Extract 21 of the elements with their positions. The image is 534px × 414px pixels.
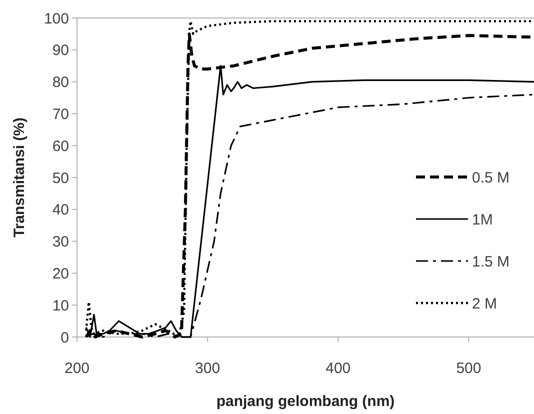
y-tick-label: 70: [52, 106, 69, 123]
x-tick-label: 500: [456, 360, 482, 377]
legend-label: 0.5 M: [472, 169, 510, 186]
x-tick-label: 400: [326, 360, 351, 377]
legend-label: 1M: [472, 211, 493, 228]
x-axis-title: panjang gelombang (nm): [216, 393, 395, 410]
y-tick-label: 100: [44, 10, 69, 28]
x-tick-label: 200: [64, 360, 90, 377]
y-tick-label: 40: [52, 202, 69, 219]
y-tick-label: 80: [52, 74, 69, 92]
y-tick-label: 0: [60, 329, 69, 346]
y-axis-title: Transmitansi (%): [11, 117, 28, 238]
y-tick-label: 90: [52, 42, 69, 60]
legend-label: 1.5 M: [472, 253, 510, 270]
y-tick-label: 10: [52, 297, 69, 314]
y-tick-label: 50: [52, 170, 69, 187]
y-tick-label: 30: [52, 234, 69, 251]
y-tick-label: 60: [52, 138, 69, 155]
legend-label: 2 M: [472, 295, 498, 312]
x-tick-label: 300: [195, 360, 220, 377]
y-tick-label: 20: [52, 265, 69, 282]
